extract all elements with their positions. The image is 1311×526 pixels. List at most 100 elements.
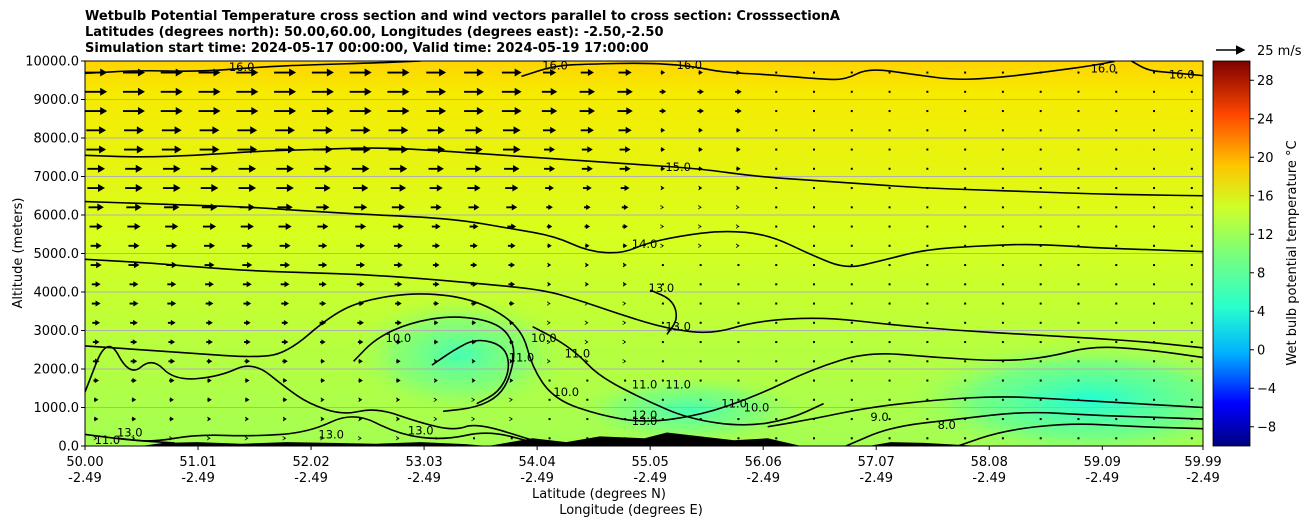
wind-vector bbox=[1039, 187, 1042, 190]
wind-vector bbox=[1039, 148, 1042, 151]
wind-vector bbox=[964, 321, 967, 324]
wind-vector bbox=[200, 164, 219, 173]
wind-vector bbox=[244, 436, 249, 441]
wind-vector bbox=[355, 223, 367, 230]
wind-vector bbox=[162, 164, 181, 173]
wind-vector bbox=[546, 223, 553, 230]
wind-vector bbox=[584, 223, 591, 230]
wind-vector bbox=[169, 397, 174, 403]
wind-vector bbox=[282, 378, 288, 384]
wind-vector bbox=[850, 110, 853, 113]
wind-vector bbox=[93, 416, 99, 422]
wind-vector bbox=[505, 184, 519, 192]
wind-vector bbox=[198, 87, 221, 96]
wind-vector bbox=[660, 70, 666, 76]
wind-vector bbox=[434, 339, 439, 345]
wind-vector bbox=[661, 360, 664, 363]
wind-vector bbox=[509, 397, 513, 403]
wind-vector bbox=[964, 71, 967, 74]
wind-vector bbox=[240, 223, 254, 231]
wind-vector bbox=[888, 110, 891, 113]
wind-vector bbox=[1153, 437, 1156, 440]
wind-vector bbox=[470, 242, 478, 249]
wind-vector bbox=[274, 87, 297, 96]
wind-vector bbox=[1077, 244, 1080, 247]
wind-vector bbox=[205, 300, 214, 307]
wind-vector bbox=[1115, 206, 1118, 209]
contour-label: 11.0 bbox=[665, 377, 691, 391]
wind-vector bbox=[850, 148, 853, 151]
wind-vector bbox=[850, 283, 853, 286]
wind-vector bbox=[547, 243, 552, 249]
wind-vector bbox=[1039, 129, 1042, 132]
wind-vector bbox=[1077, 148, 1080, 151]
wind-vector bbox=[1039, 437, 1042, 440]
contour-label: 13.0 bbox=[318, 427, 344, 441]
wind-vector bbox=[311, 107, 334, 116]
wind-vector bbox=[1001, 283, 1004, 286]
wind-vector bbox=[813, 206, 816, 209]
wind-vector bbox=[622, 359, 627, 364]
wind-vector bbox=[926, 110, 929, 113]
wind-vector bbox=[888, 129, 891, 132]
wind-vector bbox=[394, 262, 403, 269]
wind-vector bbox=[813, 148, 816, 151]
x-tick-label-lon: -2.49 bbox=[520, 471, 554, 486]
colorbar-tick-label: −4 bbox=[1257, 382, 1276, 397]
wind-vector bbox=[320, 339, 326, 345]
wind-vector bbox=[579, 88, 596, 96]
wind-vector bbox=[242, 261, 253, 269]
wind-vector bbox=[91, 281, 101, 288]
chart-title-line-2: Latitudes (degrees north): 50.00,60.00, … bbox=[85, 25, 664, 40]
wind-vector bbox=[127, 223, 141, 231]
wind-vector bbox=[888, 148, 891, 151]
wind-vector bbox=[1115, 225, 1118, 228]
wind-vector bbox=[926, 244, 929, 247]
wind-vector bbox=[1077, 225, 1080, 228]
wind-vector bbox=[698, 147, 703, 153]
wind-vector bbox=[509, 300, 515, 307]
wind-vector bbox=[1153, 148, 1156, 151]
colorbar-tick-label: 4 bbox=[1257, 305, 1265, 320]
wind-vector bbox=[432, 242, 441, 249]
wind-vector bbox=[584, 320, 589, 326]
wind-vector bbox=[358, 397, 363, 403]
wind-vector bbox=[813, 187, 816, 190]
wind-vector bbox=[699, 341, 702, 344]
wind-vector bbox=[735, 108, 742, 114]
wind-vector bbox=[926, 283, 929, 286]
wind-vector bbox=[580, 126, 594, 134]
wind-vector bbox=[278, 223, 292, 231]
wind-vector bbox=[1153, 302, 1156, 305]
wind-vector bbox=[510, 437, 513, 440]
wind-vector bbox=[1077, 264, 1080, 267]
wind-vector bbox=[850, 341, 853, 344]
wind-vector bbox=[1077, 360, 1080, 363]
wind-vector bbox=[396, 397, 401, 403]
wind-vector bbox=[964, 341, 967, 344]
wind-vector bbox=[547, 320, 551, 326]
wind-vector bbox=[736, 243, 740, 249]
contour-label: 10.0 bbox=[531, 331, 557, 345]
wind-vector bbox=[320, 436, 324, 441]
wind-vector bbox=[698, 205, 702, 210]
wind-vector bbox=[699, 379, 702, 382]
wind-vector bbox=[242, 281, 252, 288]
x-tick-label-lat: 59.99 bbox=[1184, 455, 1221, 470]
wind-vector bbox=[1077, 167, 1080, 170]
wind-vector bbox=[1115, 148, 1118, 151]
wind-vector bbox=[169, 377, 175, 384]
wind-vector bbox=[926, 398, 929, 401]
wind-vector bbox=[320, 397, 325, 403]
wind-vector bbox=[926, 437, 929, 440]
colorbar-tick-label: 0 bbox=[1257, 343, 1265, 358]
wind-vector bbox=[282, 358, 288, 364]
contour-line-12 bbox=[118, 416, 533, 443]
wind-vector bbox=[1115, 283, 1118, 286]
x-axis-label-longitude: Longitude (degrees E) bbox=[559, 503, 703, 518]
wind-vector bbox=[1115, 71, 1118, 74]
wind-vector bbox=[737, 341, 740, 344]
wind-vector bbox=[314, 164, 332, 173]
wind-vector bbox=[207, 416, 212, 422]
